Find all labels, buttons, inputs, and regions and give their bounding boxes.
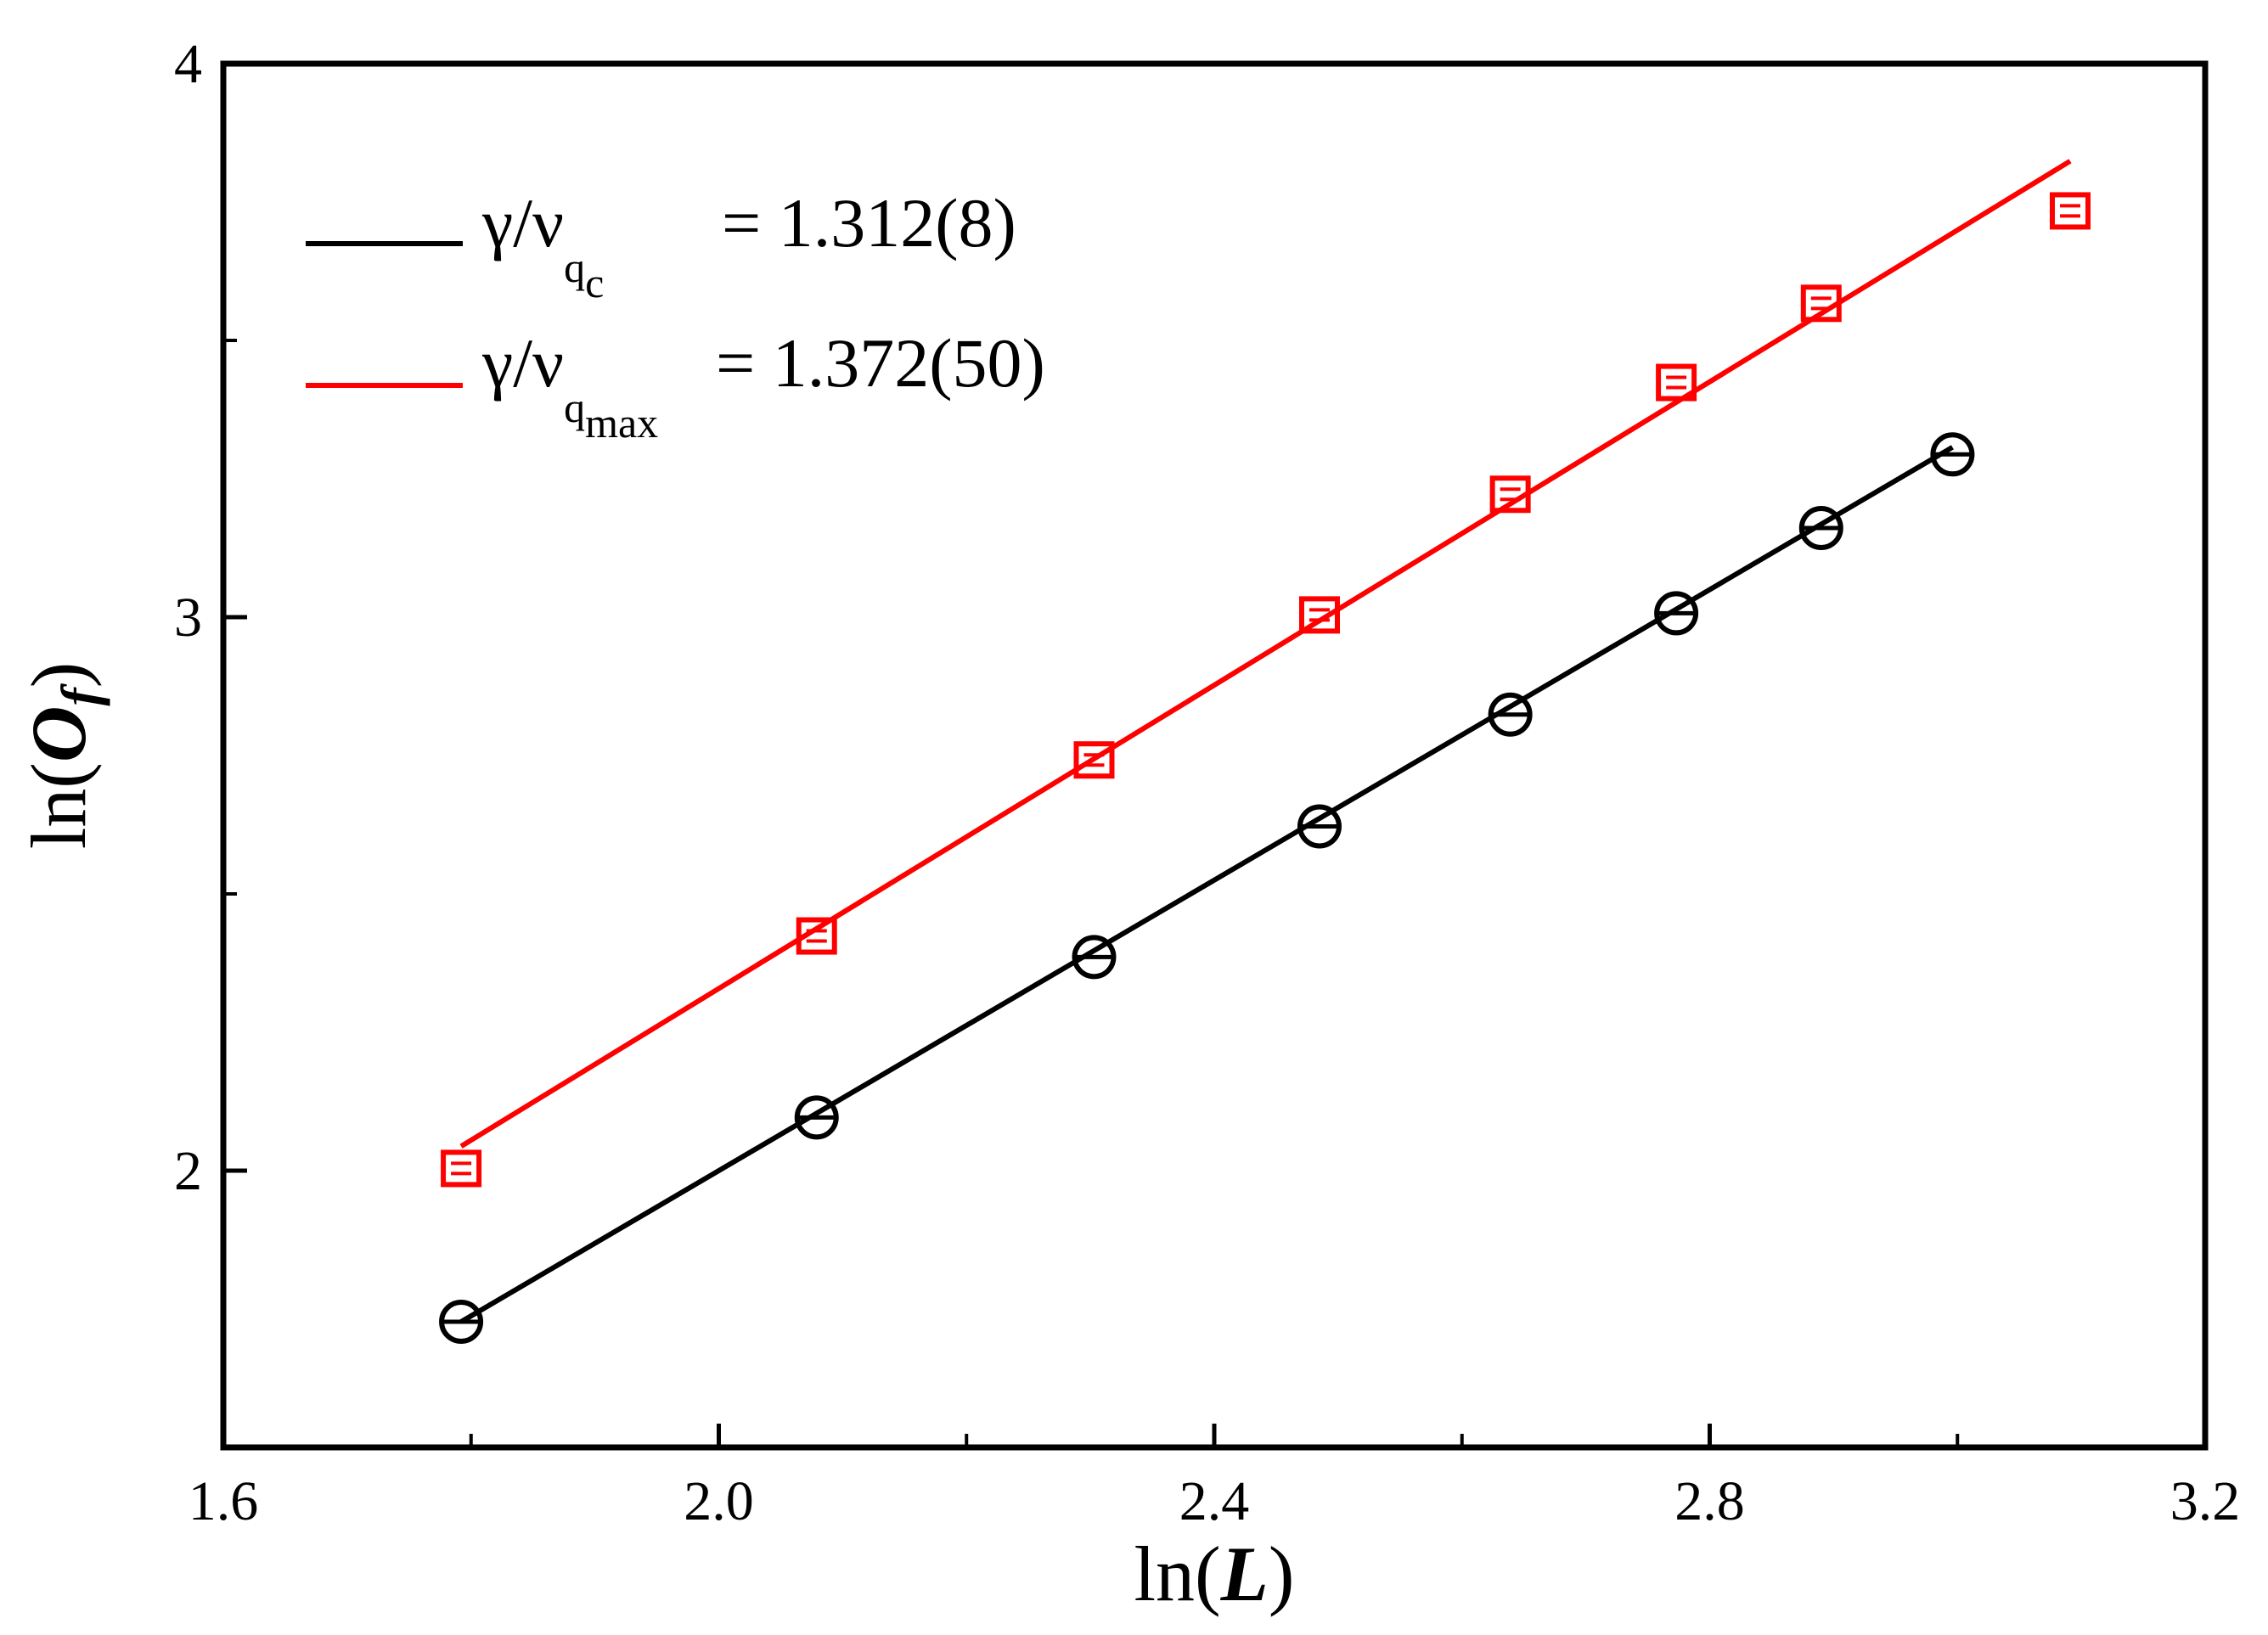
- series-0: [439, 432, 1975, 1344]
- x-axis-label: ln(L): [1134, 1531, 1294, 1617]
- y-tick-label: 3: [174, 587, 202, 649]
- data-point: [1073, 741, 1115, 779]
- x-tick-label: 1.6: [189, 1470, 259, 1532]
- data-point: [1298, 596, 1340, 634]
- legend-label-qc: γ/νqc: [481, 184, 604, 306]
- data-point: [441, 1149, 482, 1188]
- plot-frame: [220, 60, 2209, 1451]
- legend-label-qmax: γ/νqmax: [481, 324, 658, 447]
- y-tick-label: 4: [174, 33, 202, 95]
- data-point: [1800, 284, 1842, 323]
- data-point: [796, 917, 837, 955]
- legend: γ/νqc = 1.312(8) γ/νqmax = 1.372(50): [306, 184, 1045, 447]
- x-tick-label: 2.8: [1674, 1470, 1745, 1532]
- y-tick-label: 2: [174, 1140, 202, 1202]
- data-point: [2049, 192, 2091, 230]
- fit-line: [459, 159, 2072, 1149]
- legend-value-qmax: = 1.372(50): [716, 324, 1045, 402]
- data-point: [1656, 363, 1697, 402]
- series-1: [441, 159, 2091, 1188]
- data-point: [1489, 475, 1531, 514]
- legend-value-qc: = 1.312(8): [722, 184, 1016, 261]
- x-tick-label: 2.4: [1179, 1470, 1250, 1532]
- fit-line: [459, 445, 1954, 1324]
- x-tick-label: 3.2: [2170, 1470, 2241, 1532]
- y-axis-label: ln(Of): [15, 662, 110, 850]
- series-layer: [439, 159, 2091, 1344]
- x-tick-label: 2.0: [684, 1470, 754, 1532]
- axis-ticks: 1.6 2.0 2.4 2.8 3.2 2 3 4: [174, 33, 2240, 1532]
